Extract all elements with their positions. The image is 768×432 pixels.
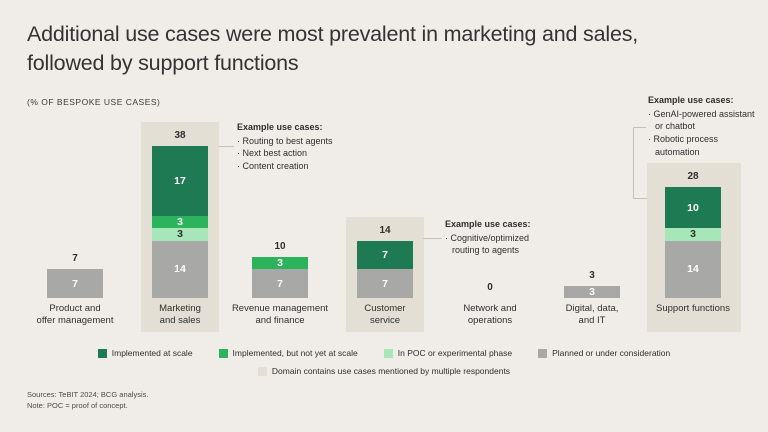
bar-segment-gray: 7 bbox=[47, 269, 103, 298]
legend-swatch-icon bbox=[383, 348, 393, 358]
category-label: Digital, data, and IT bbox=[565, 303, 619, 326]
bar-total-label: 14 bbox=[379, 224, 391, 236]
bar-total-label: 0 bbox=[487, 282, 493, 293]
bar-segment-light_green: 3 bbox=[152, 228, 208, 241]
bar-segment-dark_green: 10 bbox=[665, 187, 721, 229]
bar-segment-dark_green: 7 bbox=[357, 240, 413, 270]
legend-item-implemented-not-at-scale: Implemented, but not yet at scale bbox=[218, 348, 358, 358]
marketing-connector-line bbox=[219, 146, 234, 147]
category-label: Customer service bbox=[364, 303, 406, 326]
category-label: Support functions bbox=[656, 303, 730, 314]
bar-total-label: 28 bbox=[687, 171, 699, 183]
bar-total-label: 10 bbox=[274, 241, 286, 252]
legend-label: Implemented at scale bbox=[111, 348, 193, 358]
callout-marketing-item: · Next best action bbox=[237, 148, 308, 159]
title-line-1: Additional use cases were most prevalent… bbox=[27, 22, 639, 46]
callout-marketing-item: · Content creation bbox=[237, 161, 309, 172]
title-line-2: followed by support functions bbox=[27, 51, 299, 75]
customer-service-connector-line bbox=[423, 238, 442, 239]
legend-item-in-poc: In POC or experimental phase bbox=[383, 348, 513, 358]
poc-note: Note: POC = proof of concept. bbox=[27, 400, 128, 410]
support-connector-vertical bbox=[633, 127, 634, 199]
bar-segment-gray: 3 bbox=[564, 285, 620, 298]
bar-total-label: 38 bbox=[174, 130, 186, 142]
callout-support-functions-item: · GenAI-powered assistant or chatbot bbox=[648, 108, 755, 132]
sources-note: Sources: TeBIT 2024; BCG analysis. bbox=[27, 390, 149, 399]
callout-marketing: Example use cases: · Routing to best age… bbox=[237, 121, 362, 173]
callout-marketing-title: Example use cases: bbox=[237, 122, 323, 132]
category-label: Marketing and sales bbox=[159, 303, 201, 326]
legend-item-implemented-at-scale: Implemented at scale bbox=[97, 348, 193, 358]
callout-marketing-item: · Routing to best agents bbox=[237, 135, 333, 146]
bar-segment-gray: 7 bbox=[252, 269, 308, 298]
category-label: Product and offer management bbox=[36, 303, 114, 326]
legend-row-1: Implemented at scale Implemented, but no… bbox=[0, 348, 768, 358]
footnote: Sources: TeBIT 2024; BCG analysis. Note:… bbox=[27, 390, 148, 411]
callout-customer-service-title: Example use cases: bbox=[445, 219, 531, 229]
callout-customer-service-item: · Cognitive/optimized routing to agents bbox=[445, 232, 530, 256]
callout-support-functions: Example use cases: · GenAI-powered assis… bbox=[648, 94, 760, 159]
support-connector-top bbox=[633, 127, 646, 128]
bar-segment-mid_green: 3 bbox=[152, 216, 208, 229]
bar-total-label: 3 bbox=[589, 269, 595, 281]
bar-segment-gray: 14 bbox=[665, 240, 721, 298]
bar-total-label: 7 bbox=[72, 253, 78, 265]
bar-segment-gray: 7 bbox=[357, 269, 413, 298]
category-label: Revenue management and finance bbox=[231, 303, 329, 326]
page-title: Additional use cases were most prevalent… bbox=[27, 20, 727, 78]
bar-segment-gray: 14 bbox=[152, 240, 208, 298]
support-connector-bottom bbox=[633, 198, 647, 199]
legend-swatch-icon bbox=[257, 366, 267, 376]
legend-row-2: Domain contains use cases mentioned by m… bbox=[0, 366, 768, 376]
callout-support-functions-item: · Robotic process automation bbox=[648, 134, 719, 157]
callout-customer-service: Example use cases: · Cognitive/optimized… bbox=[445, 218, 545, 257]
legend-swatch-icon bbox=[538, 348, 548, 358]
legend-item-planned: Planned or under consideration bbox=[538, 348, 670, 358]
bar-segment-dark_green: 17 bbox=[152, 146, 208, 216]
legend-label: Implemented, but not yet at scale bbox=[232, 348, 358, 358]
category-label: Network and operations bbox=[463, 303, 517, 326]
bar-segment-mid_green: 3 bbox=[252, 257, 308, 270]
chart-subtitle: (% OF BESPOKE USE CASES) bbox=[27, 97, 161, 107]
callout-support-functions-title: Example use cases: bbox=[648, 95, 734, 105]
legend-label: In POC or experimental phase bbox=[397, 348, 513, 358]
legend-label: Domain contains use cases mentioned by m… bbox=[271, 366, 511, 376]
legend-swatch-icon bbox=[97, 348, 107, 358]
legend-item-domain-multiple-respondents: Domain contains use cases mentioned by m… bbox=[257, 366, 511, 376]
legend-swatch-icon bbox=[218, 348, 228, 358]
legend-label: Planned or under consideration bbox=[552, 348, 671, 358]
bar-segment-light_green: 3 bbox=[665, 228, 721, 241]
